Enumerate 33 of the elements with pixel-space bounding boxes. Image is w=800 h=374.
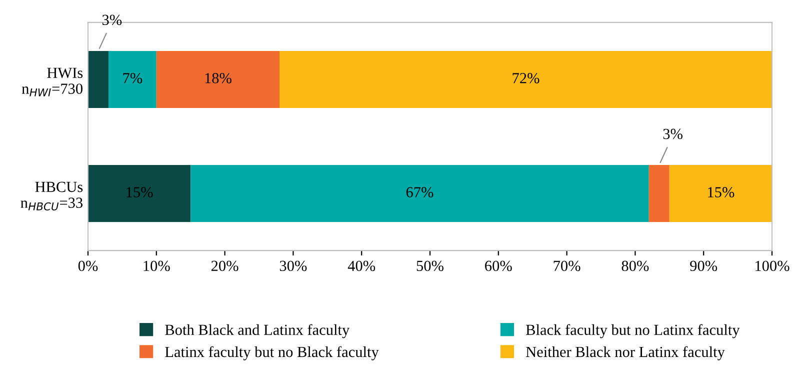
x-tick-label: 100% [756, 260, 790, 272]
data-label: 3% [102, 14, 122, 26]
x-tick-label: 20% [211, 260, 238, 272]
bar [280, 50, 772, 108]
x-tick-label: 90% [690, 260, 718, 272]
x-tick-label: 70% [554, 260, 580, 272]
bar [108, 50, 156, 108]
x-tick-label: 60% [485, 260, 512, 272]
bar [156, 50, 280, 108]
legend-label: Both Black and Latinx faculty [165, 324, 350, 338]
data-label: 15% [126, 187, 153, 198]
legend-label: Latinx faculty but no Black faculty [165, 346, 379, 360]
x-tick-label: 80% [622, 260, 649, 272]
data-label: 72% [512, 72, 540, 84]
data-label: 3% [663, 128, 682, 140]
legend-label: Neither Black nor Latinx faculty [526, 346, 725, 360]
bar [88, 165, 191, 222]
y-tick-label: HBCUs n$_{HBCU}$=33 [20, 182, 83, 210]
data-label: 18% [205, 72, 232, 84]
data-label: 67% [406, 187, 434, 198]
category-label: HWIs n$_{HWI}$=730 [22, 68, 83, 96]
data-label: 7% [123, 72, 142, 84]
data-label: 15% [708, 187, 734, 198]
bar [190, 165, 649, 222]
bar [669, 165, 772, 222]
x-tick-label: 40% [348, 260, 376, 272]
bar [648, 165, 670, 222]
x-tick-label: 0% [78, 260, 98, 272]
x-tick-label: 10% [144, 260, 170, 272]
x-tick-label: 50% [416, 260, 444, 272]
x-tick-label: 30% [280, 260, 307, 272]
bar [88, 50, 109, 108]
legend-label: Black faculty but no Latinx faculty [526, 324, 740, 338]
